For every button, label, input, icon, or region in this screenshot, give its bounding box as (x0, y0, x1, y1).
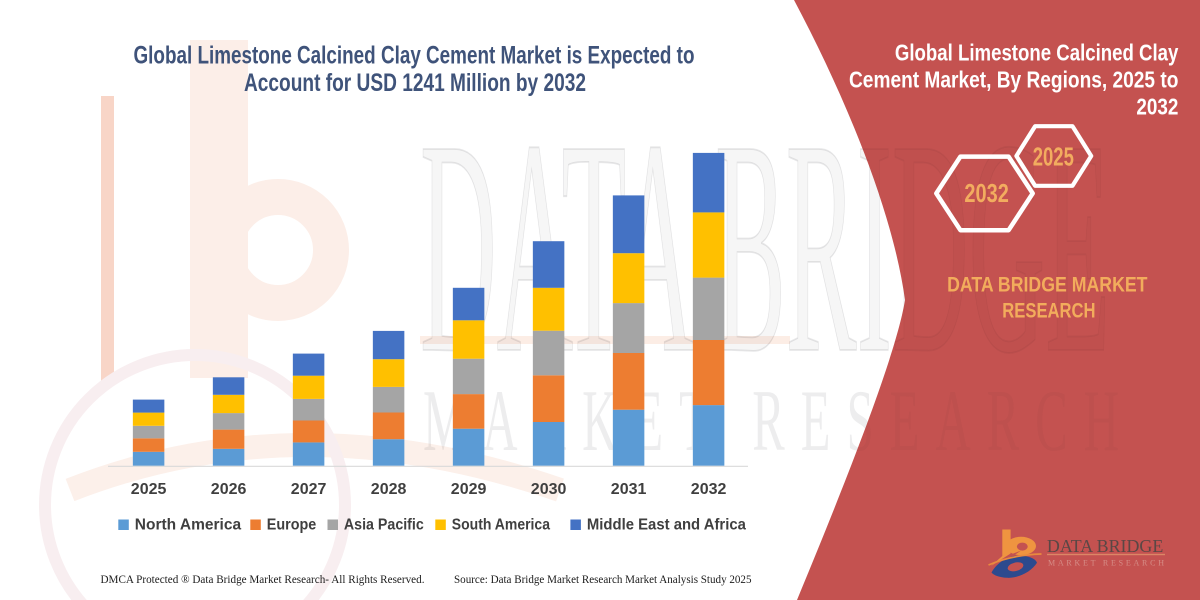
svg-text:Cement Market, By Regions, 202: Cement Market, By Regions, 2025 to (849, 67, 1178, 93)
svg-text:Middle East and Africa: Middle East and Africa (587, 517, 746, 534)
svg-text:Global Limestone Calcined Clay: Global Limestone Calcined Clay Cement Ma… (134, 42, 695, 70)
svg-text:2032: 2032 (1136, 94, 1178, 120)
svg-text:Source: Data Bridge Market Res: Source: Data Bridge Market Research Mark… (454, 574, 752, 586)
svg-text:2031: 2031 (611, 481, 647, 498)
svg-text:RESEARCH: RESEARCH (1002, 299, 1095, 322)
svg-text:2032: 2032 (964, 178, 1008, 208)
svg-text:MARKET RESEARCH: MARKET RESEARCH (1048, 559, 1164, 568)
svg-text:DMCA Protected ® Data Bridge M: DMCA Protected ® Data Bridge Market Rese… (101, 574, 425, 586)
svg-text:DATA BRIDGE: DATA BRIDGE (1047, 536, 1163, 556)
svg-text:DATA BRIDGE MARKET: DATA BRIDGE MARKET (947, 273, 1148, 296)
svg-text:2027: 2027 (291, 481, 327, 498)
svg-text:2026: 2026 (211, 481, 247, 498)
svg-text:Asia Pacific: Asia Pacific (344, 517, 424, 534)
svg-text:2025: 2025 (1033, 141, 1074, 171)
svg-text:North America: North America (135, 517, 241, 534)
svg-text:2025: 2025 (131, 481, 167, 498)
svg-text:2029: 2029 (451, 481, 487, 498)
svg-text:Europe: Europe (267, 517, 317, 534)
svg-text:South America: South America (452, 517, 550, 534)
svg-text:2028: 2028 (371, 481, 407, 498)
svg-text:2032: 2032 (691, 481, 727, 498)
svg-text:Account for USD 1241 Million b: Account for USD 1241 Million by 2032 (244, 69, 586, 97)
svg-text:2030: 2030 (531, 481, 567, 498)
svg-text:Global Limestone Calcined Clay: Global Limestone Calcined Clay (895, 40, 1179, 66)
